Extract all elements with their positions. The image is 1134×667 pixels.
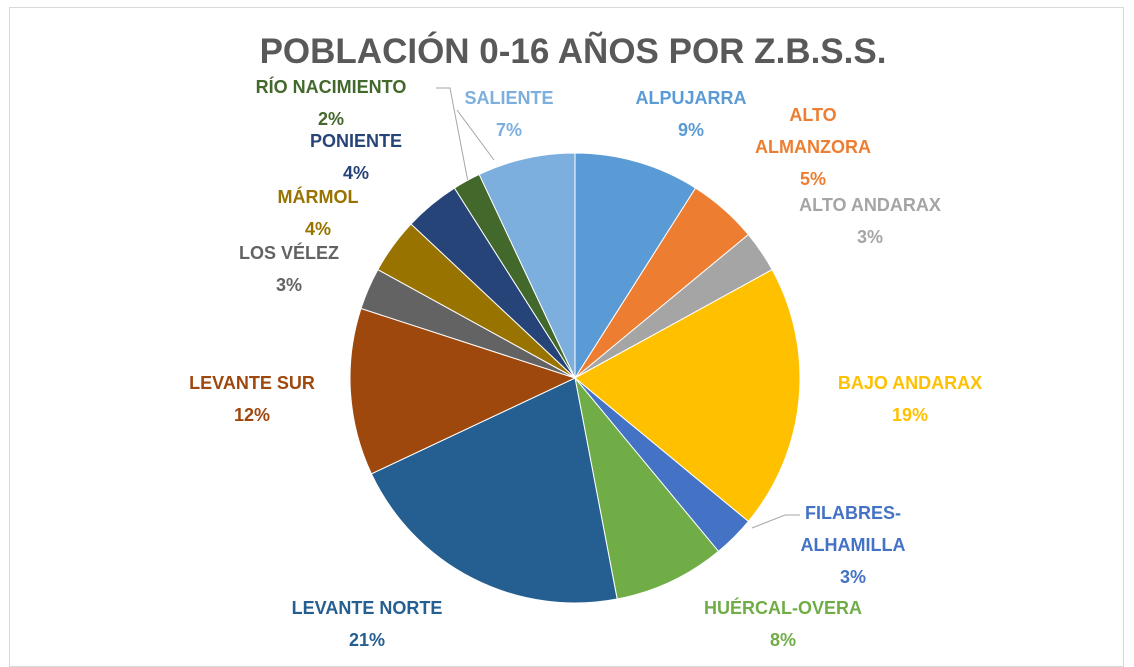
category-label: RÍO NACIMIENTO: [255, 77, 407, 97]
leader-line: [436, 87, 469, 183]
value-label: 19%: [891, 405, 929, 425]
category-label: SALIENTE: [464, 88, 554, 108]
value-label: 4%: [342, 163, 369, 183]
value-label: 21%: [348, 630, 386, 650]
category-label: LOS VÉLEZ: [238, 243, 339, 263]
category-label: PONIENTE: [309, 131, 402, 151]
data-label: LEVANTE SUR 12%: [167, 367, 337, 431]
value-label: 9%: [677, 120, 704, 140]
data-label: LEVANTE NORTE 21%: [267, 592, 467, 656]
leader-line: [751, 514, 800, 529]
value-label: 3%: [275, 275, 302, 295]
data-label: ALTO ALMANZORA 5%: [748, 99, 878, 195]
value-label: 8%: [769, 630, 796, 650]
data-label: BAJO ANDARAX 19%: [825, 367, 995, 431]
pie-slice: [370, 377, 618, 604]
value-label: 3%: [839, 567, 866, 587]
category-label: ALTO ANDARAX: [799, 195, 941, 215]
category-label: ALTO ALMANZORA: [755, 105, 871, 157]
value-label: 5%: [799, 169, 826, 189]
category-label: ALPUJARRA: [635, 88, 747, 108]
value-label: 12%: [233, 405, 271, 425]
value-label: 2%: [317, 109, 344, 129]
value-label: 4%: [304, 219, 331, 239]
data-label: ALPUJARRA 9%: [626, 82, 756, 146]
pie-slice: [574, 268, 801, 523]
category-label: BAJO ANDARAX: [837, 373, 983, 393]
data-label: SALIENTE 7%: [424, 82, 594, 146]
pie-slice: [574, 152, 697, 380]
category-label: HUÉRCAL-OVERA: [703, 598, 862, 618]
chart-title: POBLACIÓN 0-16 AÑOS POR Z.B.S.S.: [259, 32, 887, 71]
data-label: RÍO NACIMIENTO 2%: [231, 71, 431, 135]
data-label: FILABRES-ALHAMILLA 3%: [798, 497, 908, 593]
leader-line: [456, 109, 495, 161]
category-label: MÁRMOL: [277, 187, 359, 207]
value-label: 3%: [856, 227, 883, 247]
value-label: 7%: [495, 120, 522, 140]
category-label: LEVANTE SUR: [189, 373, 315, 393]
data-label: ALTO ANDARAX 3%: [785, 189, 955, 253]
data-label: LOS VÉLEZ 3%: [204, 237, 374, 301]
data-label: MÁRMOL 4%: [233, 181, 403, 245]
pie-slice: [478, 152, 576, 379]
category-label: LEVANTE NORTE: [291, 598, 443, 618]
pie-slice: [349, 307, 577, 475]
data-label: HUÉRCAL-OVERA 8%: [698, 592, 868, 656]
category-label: FILABRES-ALHAMILLA: [800, 503, 906, 555]
pie-slice: [574, 377, 720, 600]
data-label: PONIENTE 4%: [271, 125, 441, 189]
